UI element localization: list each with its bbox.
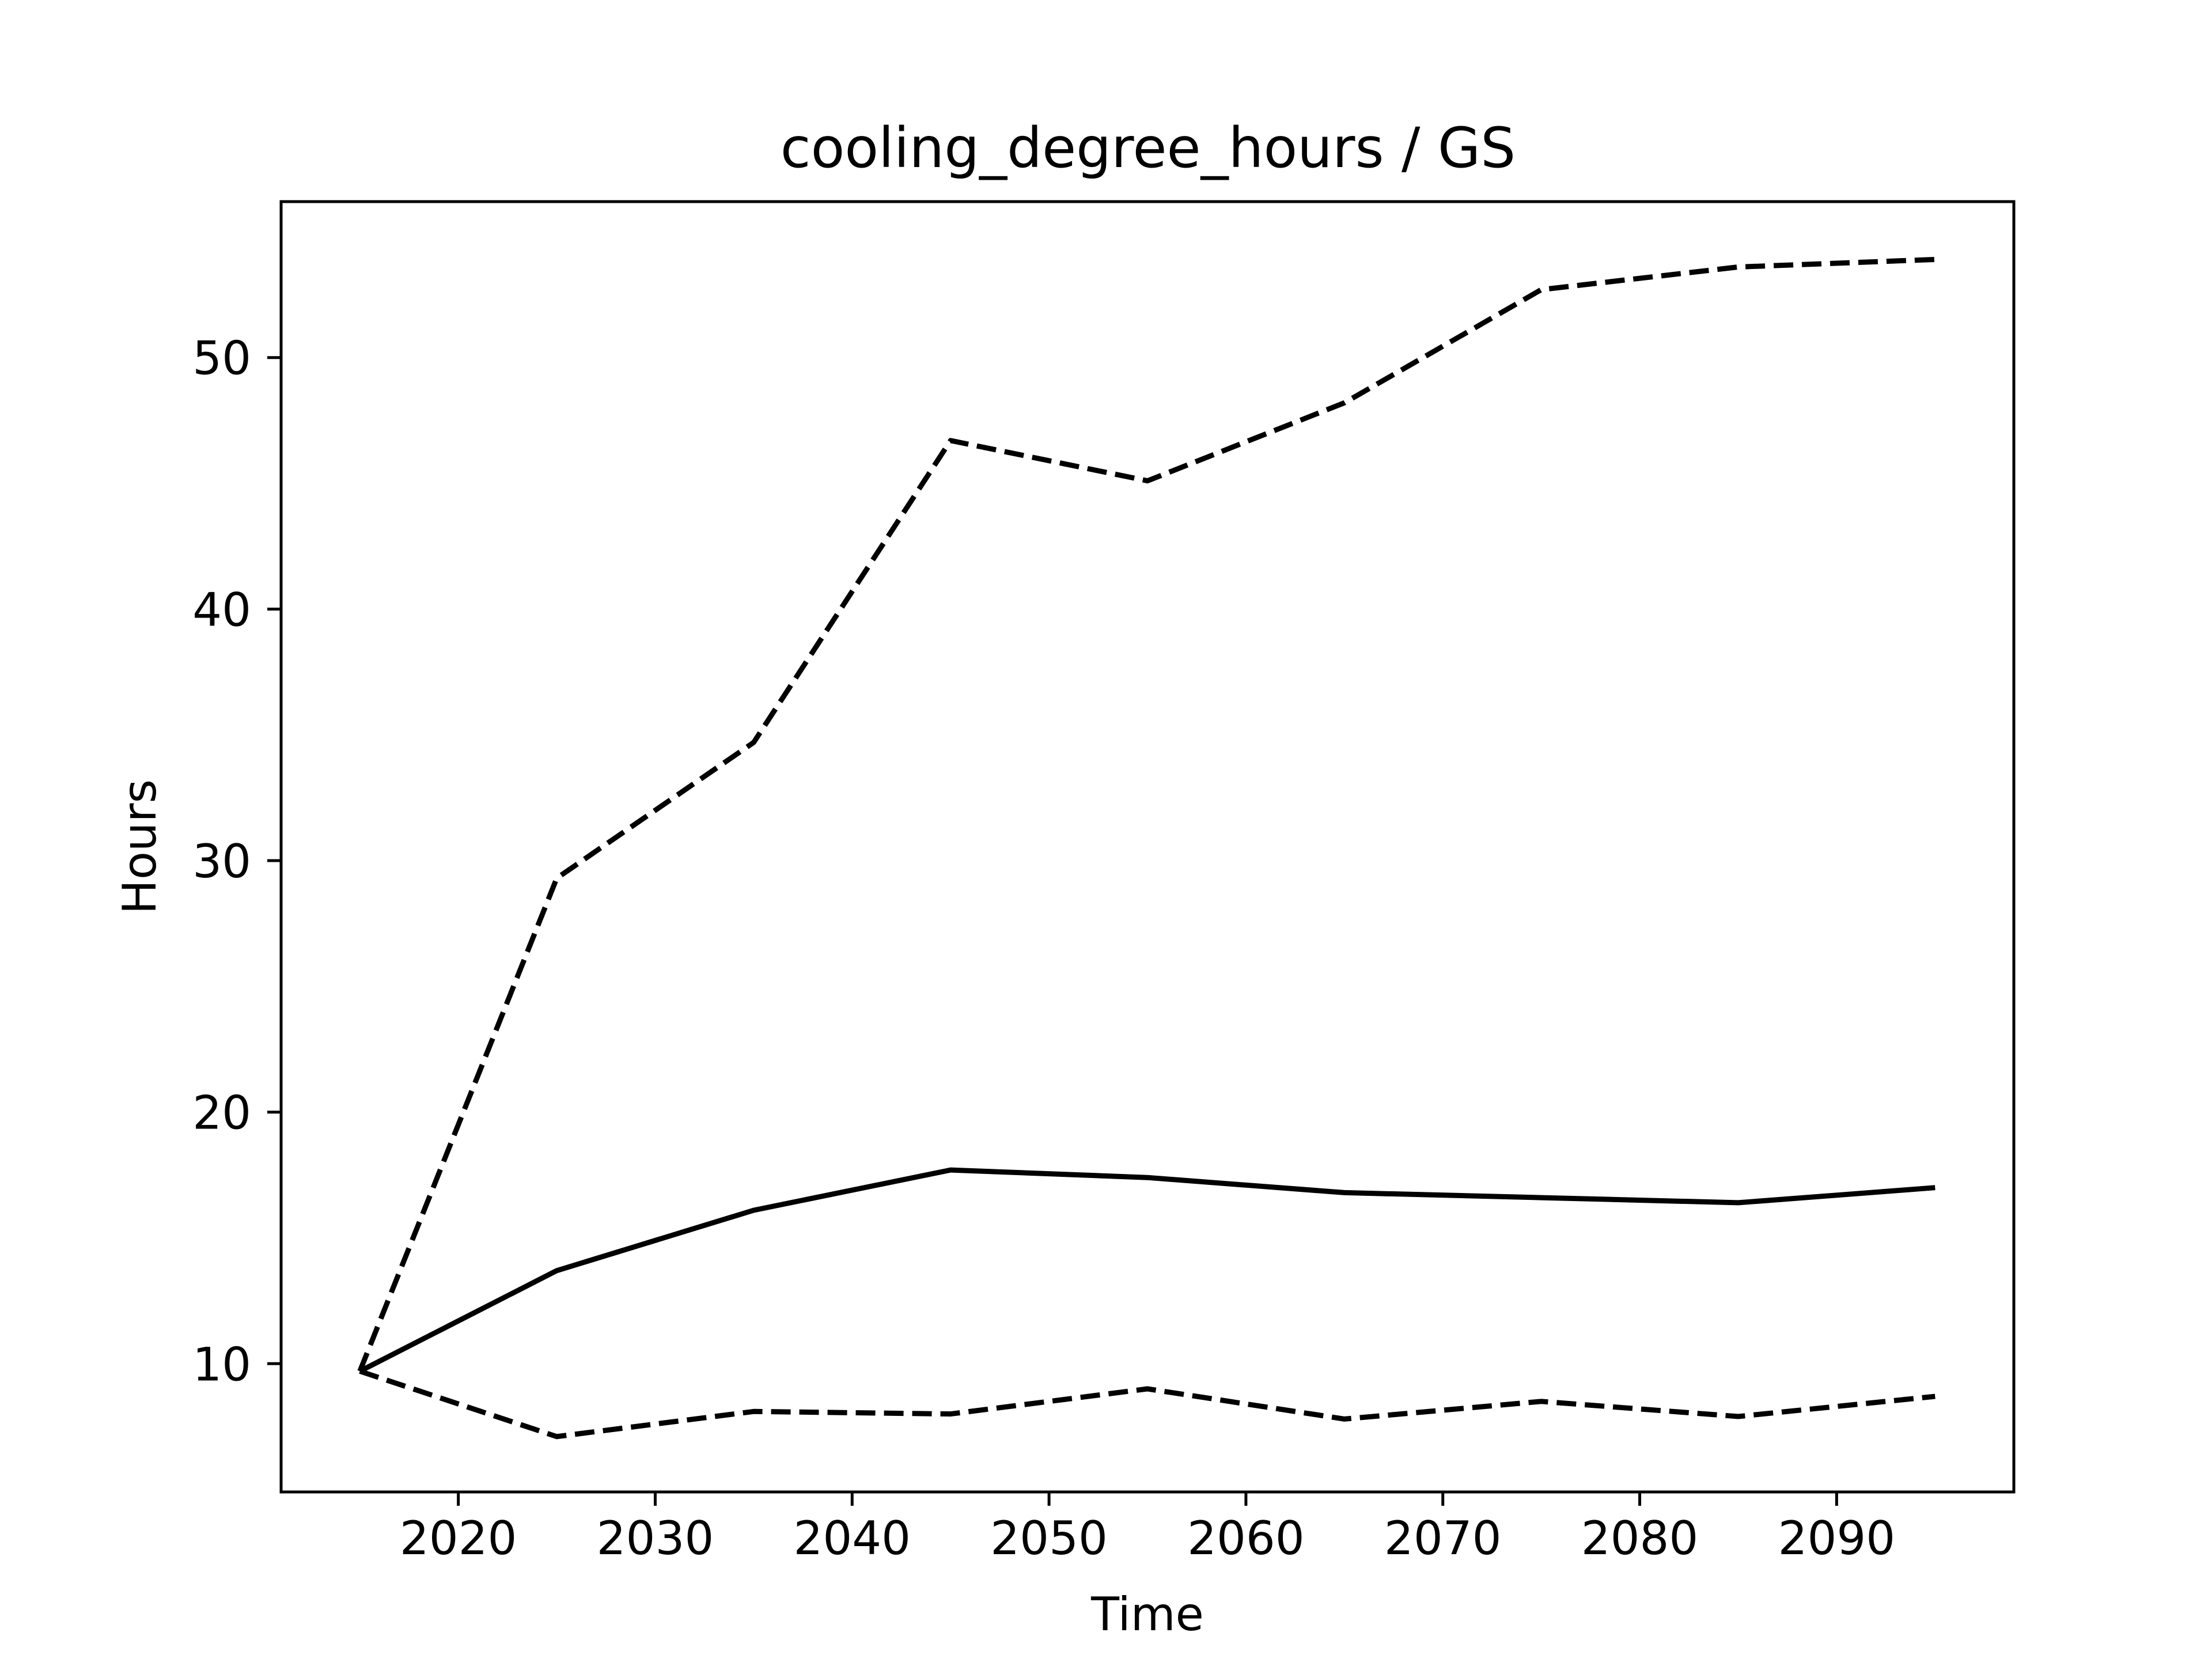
x-tick-label: 2050 [990, 1512, 1108, 1565]
y-tick-label: 10 [192, 1338, 251, 1391]
axes-frame [279, 200, 2016, 1494]
y-tick-label: 50 [192, 332, 251, 385]
x-tick-label: 2070 [1384, 1512, 1502, 1565]
chart-title: cooling_degree_hours / GS [781, 116, 1516, 180]
series-line-3-dashed [359, 1369, 1936, 1440]
x-tick-label: 2090 [1778, 1512, 1896, 1565]
plot-area [357, 256, 1936, 1440]
x-axis: 2020 2030 2040 2050 2060 2070 2080 2090 [400, 1492, 1895, 1565]
x-tick-label: 2060 [1187, 1512, 1305, 1565]
y-axis: 10 20 30 40 50 [192, 332, 281, 1391]
x-tick-label: 2030 [597, 1512, 714, 1565]
y-tick-label: 30 [192, 835, 251, 888]
y-axis-label: Hours [113, 779, 166, 914]
series-line-1-solid [358, 1167, 1936, 1374]
x-axis-label: Time [1090, 1588, 1204, 1641]
y-tick-label: 20 [192, 1086, 251, 1140]
y-tick-label: 40 [192, 583, 251, 637]
x-tick-label: 2040 [793, 1512, 911, 1565]
series-line-2-dashed [357, 256, 1936, 1373]
x-tick-label: 2080 [1581, 1512, 1699, 1565]
x-tick-label: 2020 [400, 1512, 517, 1565]
